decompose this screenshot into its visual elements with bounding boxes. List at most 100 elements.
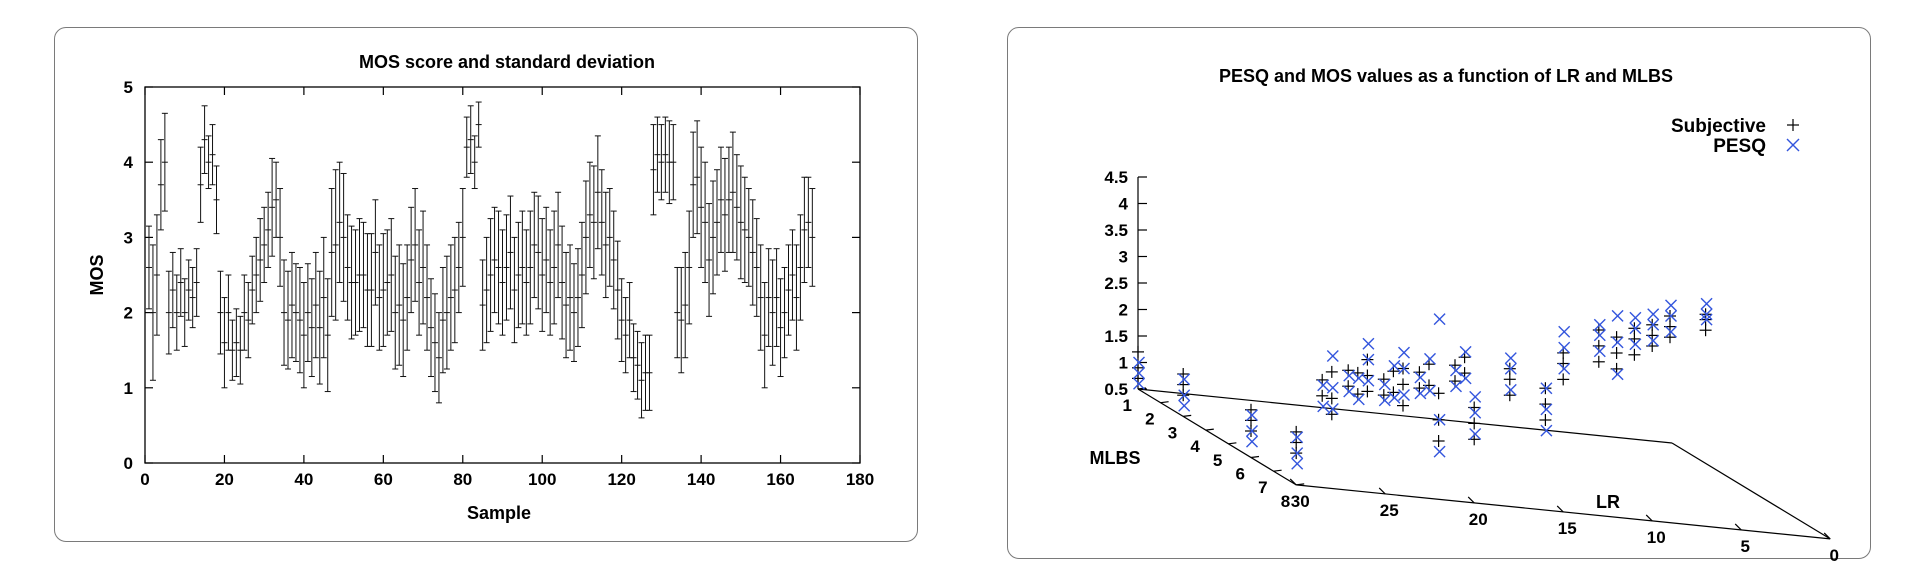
error-bar [499,229,506,336]
pesq-point [1665,325,1677,338]
error-bar [408,206,415,314]
pesq-point [1665,299,1677,312]
error-bar [670,124,677,201]
error-bar [316,270,323,385]
z-tick-label: 0.5 [1104,380,1128,399]
subjective-point [1397,378,1409,391]
error-bar [543,206,550,314]
error-bar [614,240,621,340]
z-tick-label: 1 [1119,354,1128,373]
error-bar [765,248,772,347]
pesq-point [1291,457,1304,470]
subjective-point [1468,417,1481,430]
error-bar [594,135,601,250]
pesq-point [1178,399,1191,412]
pesq-point [1469,428,1482,440]
error-bar [435,312,442,404]
subjective-point [1664,310,1676,322]
error-bar [145,225,152,310]
x-tick-label: 20 [215,470,234,489]
error-bar [412,188,419,302]
error-bar [253,236,260,314]
error-bar [229,319,236,381]
error-bar [582,180,589,295]
error-bar [388,218,395,332]
error-bar [694,120,701,235]
error-bar [189,266,196,329]
pesq-point [1352,393,1365,406]
pesq-point [1326,381,1339,394]
lr-tick-mark [1734,523,1742,531]
legend-label-pesq: PESQ [1713,136,1766,157]
pesq-point [1558,325,1571,338]
error-bar [221,297,228,389]
error-bar [344,214,351,321]
x-tick-label: 0 [140,470,149,489]
error-bar [161,112,168,212]
subjective-point [1397,399,1409,412]
mlbs-axis-line [1137,388,1297,486]
mlbs-tick-mark [1160,401,1169,404]
error-bar [721,157,728,272]
pesq-point [1700,308,1713,321]
mos-chart-panel: MOS score and standard deviation 0 20 40 60… [54,27,918,542]
error-bar [320,236,327,359]
error-bar [757,244,764,351]
error-bar [491,206,498,314]
pesq-chart-panel: PESQ and MOS values as a function of LR … [1007,27,1871,565]
mlbs-tick-mark [1228,442,1237,445]
error-bar [217,270,224,355]
pesq-point [1414,371,1427,384]
error-bar [547,229,554,336]
error-bar [769,259,776,366]
y-axis-label: MOS [87,254,107,295]
pesq-point [1700,313,1713,326]
error-bar [459,188,466,287]
pesq-point [1540,382,1553,395]
error-bar [805,176,812,268]
error-bar [197,146,204,223]
error-bar [674,266,681,359]
pesq-point [1540,424,1553,437]
pesq-point [1665,310,1677,322]
subjective-point [1628,348,1641,361]
error-bar [531,191,538,299]
y-tick-label: 1 [124,379,133,398]
subjective-point [1316,389,1329,402]
error-bar [285,270,291,370]
error-bar [586,161,593,268]
subjective-point [1325,365,1338,378]
error-bar [193,248,200,317]
lr-tick-mark [1378,487,1386,495]
pesq-point [1629,338,1642,351]
y-tick-label: 5 [124,78,133,97]
mlbs-tick-label: 2 [1145,410,1154,429]
y-tick-label: 2 [124,304,133,323]
error-bar [519,210,526,325]
error-bar [292,263,299,362]
error-bar [483,236,490,344]
lr-tick-mark [1289,478,1297,486]
error-bar [729,131,736,253]
error-bar [622,297,629,374]
error-bar [634,330,641,400]
pesq-point [1611,309,1624,322]
error-bar [241,274,248,351]
lr-tick-label: 25 [1380,501,1399,520]
error-bar [574,248,581,347]
pesq-point [1700,297,1713,310]
pesq-point [1133,356,1145,369]
pesq-point [1450,380,1462,393]
error-bar [773,248,780,347]
error-bar [471,135,478,190]
pesq-point [1647,334,1660,347]
error-bar [420,210,427,325]
error-bar [336,161,343,284]
x-tick-label: 180 [846,470,874,489]
error-bar [598,169,605,276]
error-bar [328,188,335,317]
z-tick-label: 3 [1119,248,1128,267]
pesq-point [1629,322,1642,335]
mlbs-tick-label: 6 [1236,465,1245,484]
pesq-point [1291,431,1304,444]
